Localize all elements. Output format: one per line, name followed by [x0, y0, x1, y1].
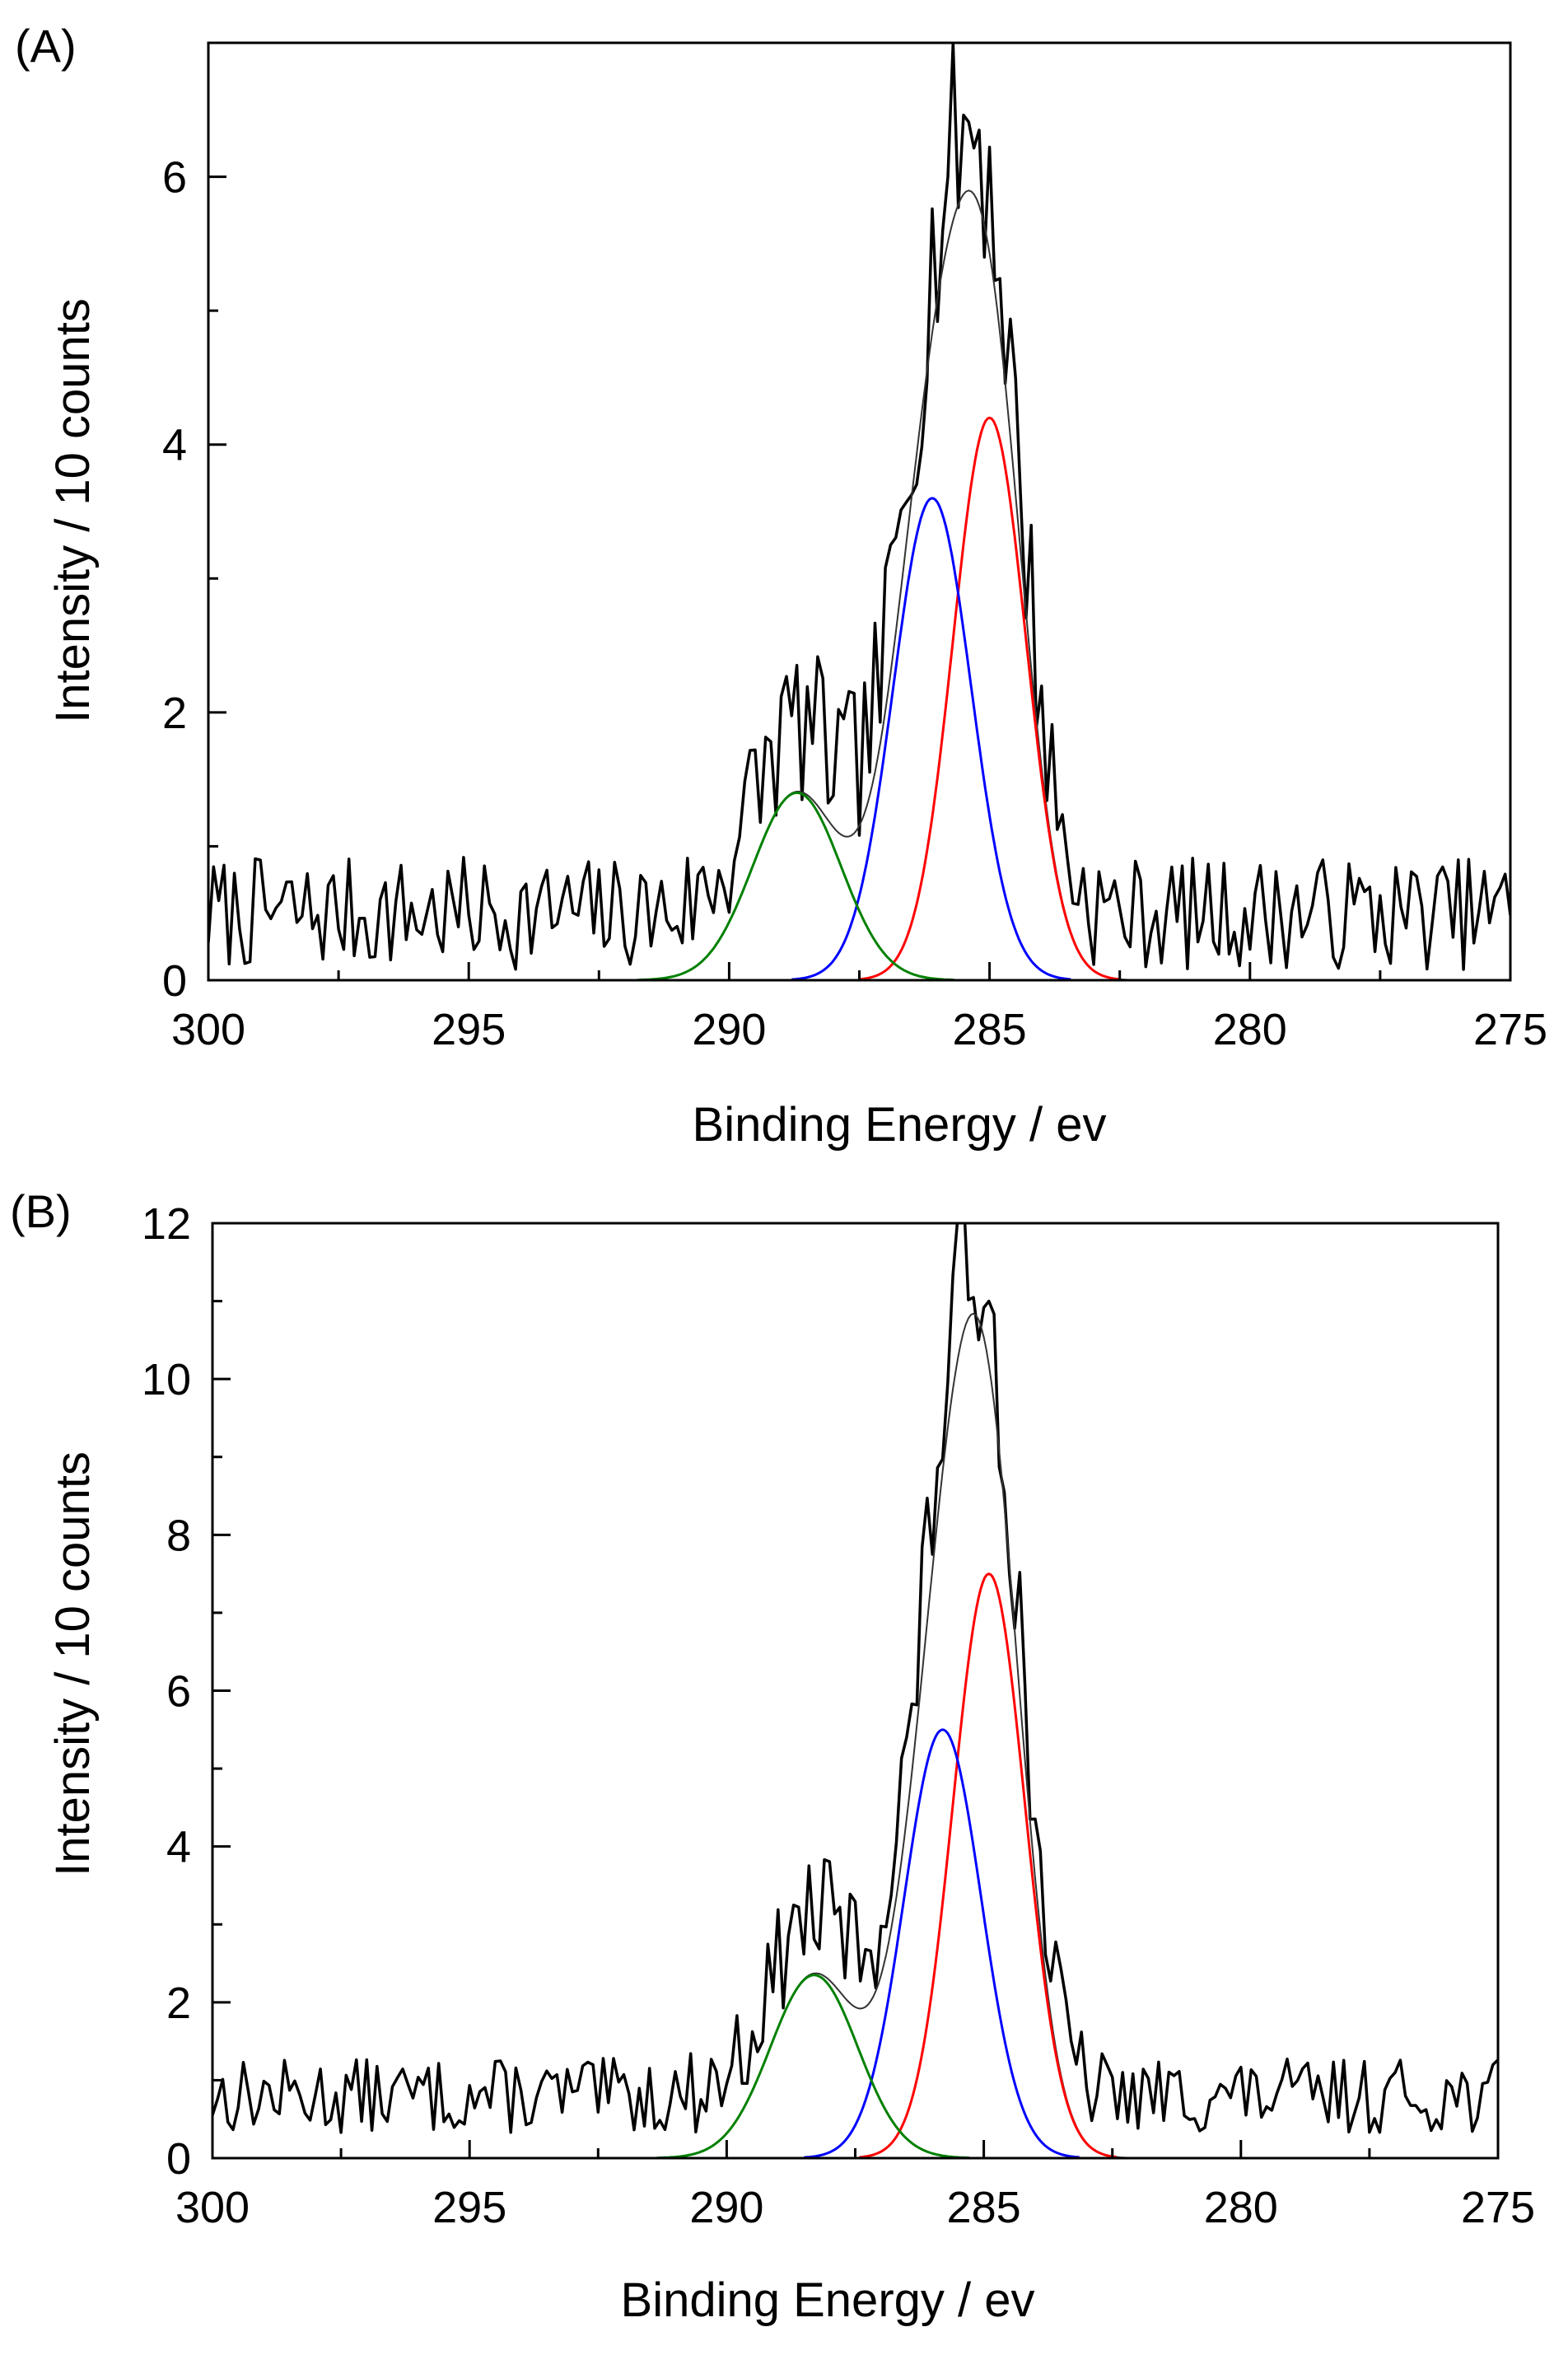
y-tick-label: 2: [166, 1979, 191, 2028]
x-tick-label: 280: [1204, 2183, 1278, 2232]
x-tick-label: 300: [171, 1005, 245, 1054]
plot-frame: [207, 41, 1512, 982]
x-tick-label: 275: [1473, 1005, 1547, 1054]
y-tick-label: 8: [166, 1511, 191, 1560]
panel-b: (B) Binding Energy / ev Intensity / 10 c…: [10, 1185, 1535, 2327]
panel-a-label: (A): [15, 20, 77, 72]
series-envelope: [623, 1312, 1188, 2158]
x-tick-label: 275: [1461, 2183, 1535, 2232]
y-tick-label: 6: [166, 1667, 191, 1717]
y-tick-label: 12: [142, 1199, 191, 1249]
plot-frame: [211, 1222, 1500, 2160]
y-tick-label: 2: [162, 689, 187, 738]
x-tick-label: 290: [689, 2183, 763, 2232]
x-tick-label: 295: [432, 1005, 506, 1054]
y-tick-label: 4: [166, 1823, 191, 1872]
curves: [212, 1223, 1498, 2158]
series-o-c-o: [656, 1974, 970, 2158]
x-tick-label: 280: [1213, 1005, 1287, 1054]
series-raw: [208, 43, 1510, 971]
curves: [208, 43, 1510, 980]
x-tick-label: 290: [692, 1005, 766, 1054]
series-c-o: [803, 1728, 1080, 2158]
series-envelope: [624, 189, 1196, 980]
y-tick-label: 0: [162, 956, 187, 1006]
x-tick-label: 285: [953, 1005, 1027, 1054]
panel-a: (A) Binding Energy / ev Intensity / 10 c…: [15, 20, 1547, 1152]
y-tick-label: 6: [162, 153, 187, 203]
y-tick-label: 0: [166, 2134, 191, 2184]
series-o-c-o: [637, 792, 954, 980]
y-tick-label: 4: [162, 421, 187, 470]
y-tick-label: 10: [142, 1355, 191, 1404]
series-raw: [212, 1223, 1498, 2134]
series-c-o: [791, 497, 1071, 980]
series-c-c: [859, 1572, 1117, 2158]
panel-b-xlabel: Binding Energy / ev: [621, 2273, 1035, 2327]
panel-b-ylabel: Intensity / 10 counts: [46, 1451, 100, 1876]
x-tick-label: 295: [432, 2183, 506, 2232]
x-tick-label: 285: [947, 2183, 1021, 2232]
x-tick-label: 300: [175, 2183, 250, 2232]
panel-a-xlabel: Binding Energy / ev: [693, 1098, 1107, 1152]
series-c-c: [858, 416, 1119, 980]
panel-b-label: (B): [10, 1185, 72, 1237]
panel-a-plot: 300 295 290 285 280 275 0 2 4 6: [162, 41, 1547, 1054]
panel-b-plot: 300 295 290 285 280 275 0 2 4 6 8 10 12: [142, 1199, 1535, 2232]
panel-a-ylabel: Intensity / 10 counts: [46, 298, 100, 723]
